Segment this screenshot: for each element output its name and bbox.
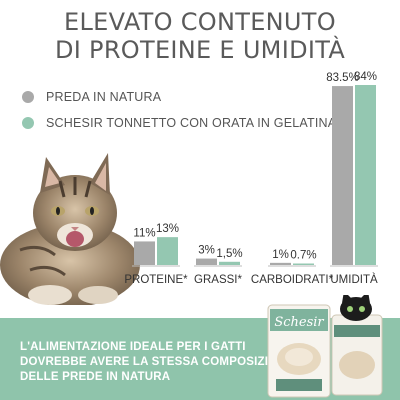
product-pouches: Schesir — [267, 295, 383, 398]
bar-schesir-0 — [157, 237, 178, 265]
category-label-0: PROTEINE* — [124, 274, 188, 286]
banner-line-3: DELLE PREDE IN NATURA — [20, 371, 171, 383]
page-title: ELEVATO CONTENUTO DI PROTEINE E UMIDITÀ — [0, 8, 400, 64]
data-label-prey-2: 1% — [272, 249, 289, 261]
legend-swatch-green — [22, 117, 34, 129]
banner-line-1: L'ALIMENTAZIONE IDEALE PER I GATTI — [20, 341, 246, 353]
legend-item-schesir: SCHESIR TONNETTO CON ORATA IN GELATINA — [22, 116, 336, 130]
bar-prey-0 — [134, 241, 155, 265]
banner-line-2: DOVREBBE AVERE LA STESSA COMPOSIZIONE — [20, 356, 294, 368]
bar-prey-3 — [332, 86, 353, 265]
title-line-1: ELEVATO CONTENUTO — [64, 8, 336, 36]
data-label-prey-0: 11% — [133, 227, 155, 239]
bar-schesir-3 — [355, 85, 376, 265]
kitten-illustration — [0, 153, 140, 305]
data-label-schesir-3: 84% — [354, 71, 377, 83]
data-label-schesir-1: 1,5% — [216, 248, 242, 260]
legend-item-prey: PREDA IN NATURA — [22, 90, 161, 104]
category-label-1: GRASSI* — [194, 274, 242, 286]
legend-swatch-grey — [22, 91, 34, 103]
legend-label-schesir: SCHESIR TONNETTO CON ORATA IN GELATINA — [46, 116, 337, 130]
data-label-schesir-2: 0.7% — [290, 250, 316, 262]
data-label-prey-1: 3% — [198, 245, 215, 257]
data-label-schesir-0: 13% — [156, 223, 179, 235]
bar-schesir-2 — [293, 263, 314, 265]
category-label-2: CARBOIDRATI* — [251, 274, 334, 286]
legend-label-prey: PREDA IN NATURA — [46, 90, 162, 104]
category-label-3: UMIDITÀ — [330, 273, 378, 286]
title-line-2: DI PROTEINE E UMIDITÀ — [54, 36, 346, 64]
product-brand: Schesir — [274, 315, 324, 330]
bar-chart: 11% 13% 3% 1,5% 1% 0.7% 83.5%84% PROTEINE* GRAS… — [124, 71, 378, 286]
bar-prey-1 — [196, 258, 217, 265]
data-label-prey-3: 83.5% — [326, 72, 359, 84]
banner-text: L'ALIMENTAZIONE IDEALE PER I GATTI DOVRE… — [20, 340, 294, 385]
bar-schesir-1 — [219, 261, 240, 265]
bar-prey-2 — [270, 262, 291, 265]
